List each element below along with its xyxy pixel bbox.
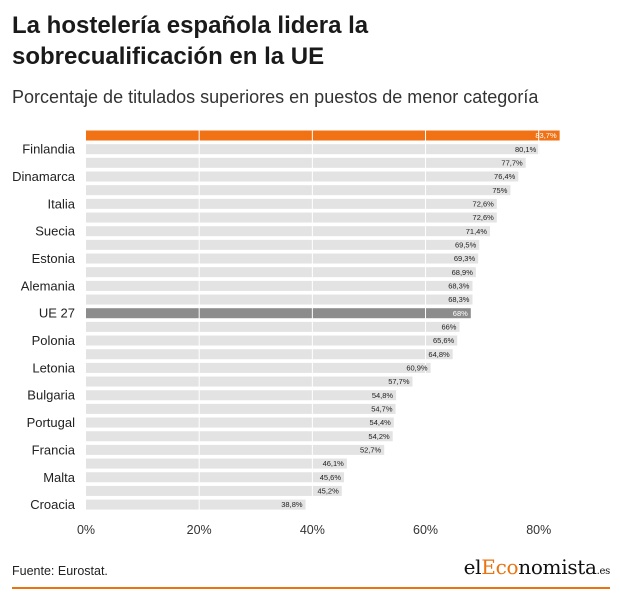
bar-14 [86,321,460,332]
value-label-4: 75% [492,186,507,195]
bar-25 [86,472,345,483]
bar-2 [86,157,526,168]
bar-13 [86,308,471,319]
bar-15 [86,335,458,346]
bar-27 [86,499,306,510]
bar-3 [86,171,519,182]
bar-12 [86,294,473,305]
bar-20 [86,403,396,414]
category-label: Estonia [32,251,76,266]
bar-22 [86,431,393,442]
value-label-0: 83,7% [535,131,557,140]
bar-10 [86,267,476,278]
category-label: Portugal [27,415,76,430]
bar-9 [86,253,479,264]
value-label-3: 76,4% [494,172,516,181]
bar-21 [86,417,394,428]
category-label: UE 27 [39,306,75,321]
value-label-19: 54,8% [372,391,394,400]
brand-logo: elEconomista.es [463,555,611,579]
value-label-17: 60,9% [406,363,428,372]
bar-6 [86,212,497,223]
value-label-10: 68,9% [452,268,474,277]
value-label-5: 72,6% [473,199,495,208]
value-label-18: 57,7% [388,377,410,386]
category-label: Francia [32,442,76,457]
x-tick-label: 20% [187,523,212,537]
value-label-9: 69,3% [454,254,476,263]
value-label-23: 52,7% [360,446,382,455]
x-tick-label: 40% [300,523,325,537]
value-label-26: 45,2% [317,487,339,496]
category-label: Finlandia [22,142,76,157]
x-tick-label: 60% [413,523,438,537]
value-label-16: 64,8% [428,350,450,359]
bar-24 [86,458,347,469]
bar-0 [86,130,560,141]
x-tick-label: 0% [77,523,95,537]
category-label: Letonia [32,360,75,375]
bar-26 [86,485,342,496]
category-label: Polonia [32,333,76,348]
category-label: Suecia [35,224,76,239]
x-tick-label: 80% [526,523,551,537]
value-label-12: 68,3% [448,295,470,304]
category-label: Bulgaria [27,388,75,403]
value-label-2: 77,7% [501,158,523,167]
value-label-20: 54,7% [371,405,393,414]
bar-17 [86,362,431,373]
chart-subtitle: Porcentaje de titulados superiores en pu… [12,87,539,107]
value-label-6: 72,6% [473,213,495,222]
category-label: Malta [43,470,76,485]
value-label-14: 66% [441,322,456,331]
source-note: Fuente: Eurostat. [12,564,108,578]
value-label-7: 71,4% [466,227,488,236]
bar-23 [86,444,385,455]
value-label-15: 65,6% [433,336,455,345]
value-label-13: 68% [453,309,468,318]
value-label-8: 69,5% [455,240,477,249]
bar-19 [86,390,397,401]
category-label: Italia [48,196,76,211]
value-label-1: 80,1% [515,145,537,154]
category-label: Alemania [21,278,76,293]
bar-8 [86,239,480,250]
bar-5 [86,198,497,209]
value-label-21: 54,4% [370,418,392,427]
bottom-rule [12,587,610,589]
chart-title: La hostelería española lidera la sobrecu… [12,12,369,70]
value-label-25: 45,6% [320,473,342,482]
category-label: Croacia [30,497,76,512]
bar-11 [86,280,473,291]
category-label: Dinamarca [12,169,76,184]
value-label-22: 54,2% [368,432,390,441]
bar-18 [86,376,413,387]
value-label-11: 68,3% [448,281,470,290]
value-label-27: 38,8% [281,500,303,509]
bar-4 [86,185,511,196]
value-label-24: 46,1% [323,459,345,468]
bar-chart: 83,7% 80,1% 77,7% 76,4% 75% 72,6% 72,6% 71,4% 69… [12,124,560,537]
bar-7 [86,226,491,237]
bar-16 [86,349,453,360]
